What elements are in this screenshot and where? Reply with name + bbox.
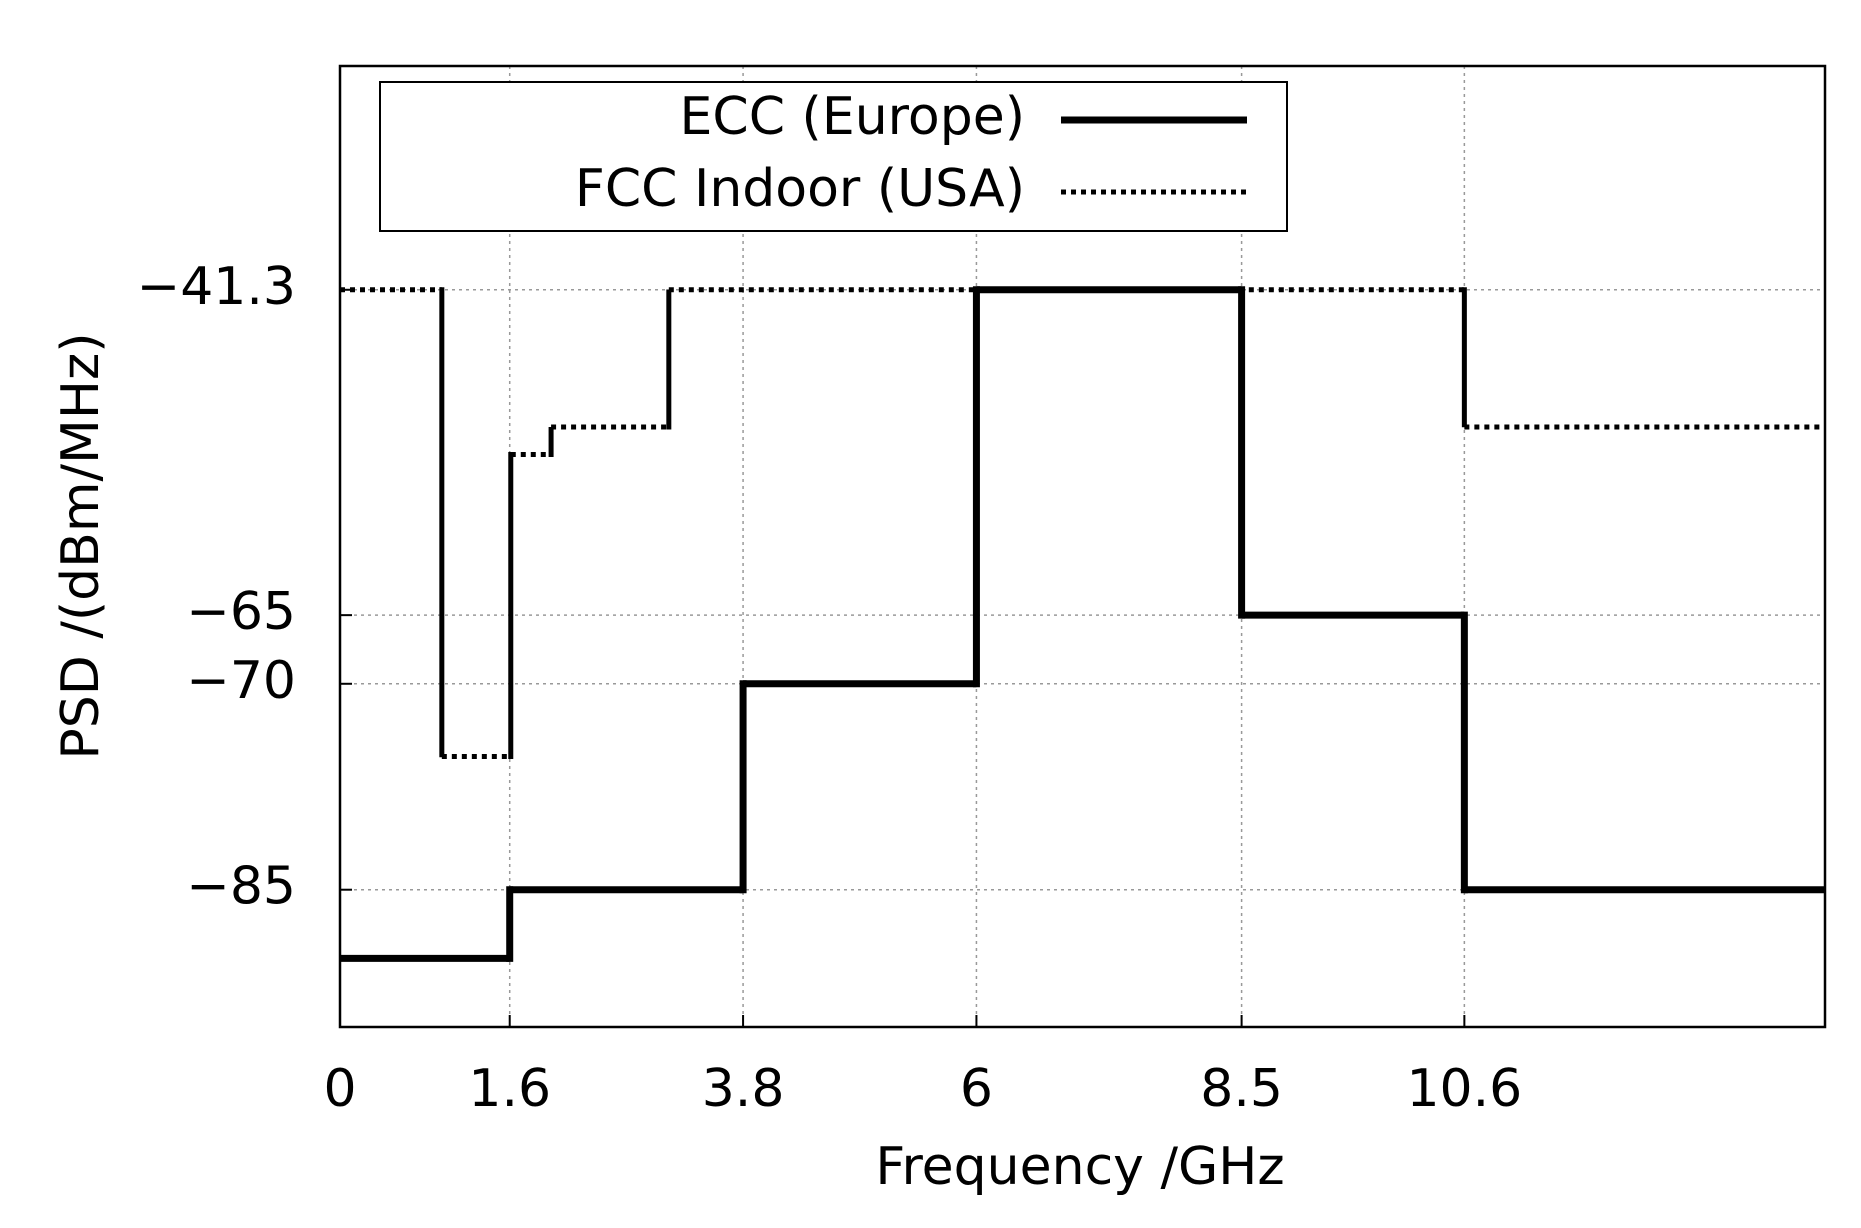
x-tick-label: 10.6 — [1406, 1059, 1522, 1119]
x-tick-label: 8.5 — [1200, 1059, 1283, 1119]
y-axis-label: PSD /(dBm/MHz) — [51, 332, 111, 759]
x-tick-label: 0 — [323, 1059, 356, 1119]
legend-box — [379, 81, 1288, 232]
x-tick-label: 3.8 — [702, 1059, 785, 1119]
y-tick-label: −85 — [186, 857, 296, 917]
x-tick-label: 6 — [960, 1059, 993, 1119]
x-axis-label: Frequency /GHz — [875, 1137, 1284, 1197]
plot-frame — [338, 64, 1827, 1029]
legend-label: ECC (Europe) — [680, 87, 1025, 147]
y-tick-label: −65 — [186, 582, 296, 642]
y-tick-label: −70 — [186, 651, 296, 711]
legend-label: FCC Indoor (USA) — [575, 159, 1025, 219]
y-tick-label: −41.3 — [137, 257, 296, 317]
x-tick-label: 1.6 — [468, 1059, 551, 1119]
